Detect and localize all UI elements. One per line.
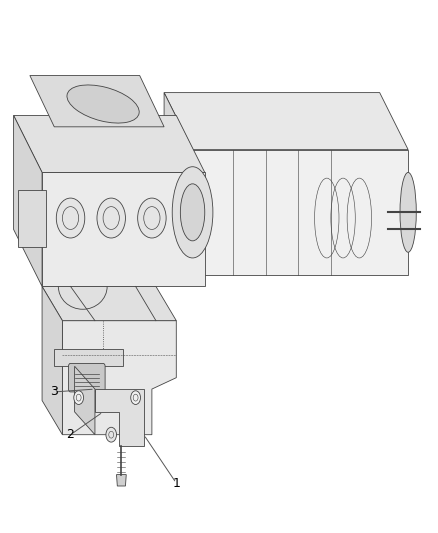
Polygon shape [14,116,205,173]
Circle shape [106,427,117,442]
Ellipse shape [67,85,139,123]
Circle shape [131,391,141,405]
Polygon shape [18,190,46,247]
Polygon shape [164,93,193,275]
Polygon shape [95,389,144,446]
Polygon shape [117,474,126,486]
Text: 2: 2 [67,428,74,441]
Polygon shape [62,321,176,435]
Circle shape [97,198,125,238]
Polygon shape [14,116,42,286]
Polygon shape [54,349,124,366]
Polygon shape [164,93,408,150]
Ellipse shape [172,167,213,258]
Ellipse shape [400,173,416,252]
Polygon shape [42,173,205,286]
FancyBboxPatch shape [68,364,105,392]
Text: 3: 3 [50,385,58,399]
Polygon shape [193,150,408,275]
Polygon shape [74,366,95,435]
Circle shape [74,391,84,405]
Circle shape [138,198,166,238]
Circle shape [57,198,85,238]
Polygon shape [30,76,164,127]
Polygon shape [42,286,62,435]
Polygon shape [42,286,176,321]
Ellipse shape [180,184,205,241]
Text: 1: 1 [173,477,180,490]
